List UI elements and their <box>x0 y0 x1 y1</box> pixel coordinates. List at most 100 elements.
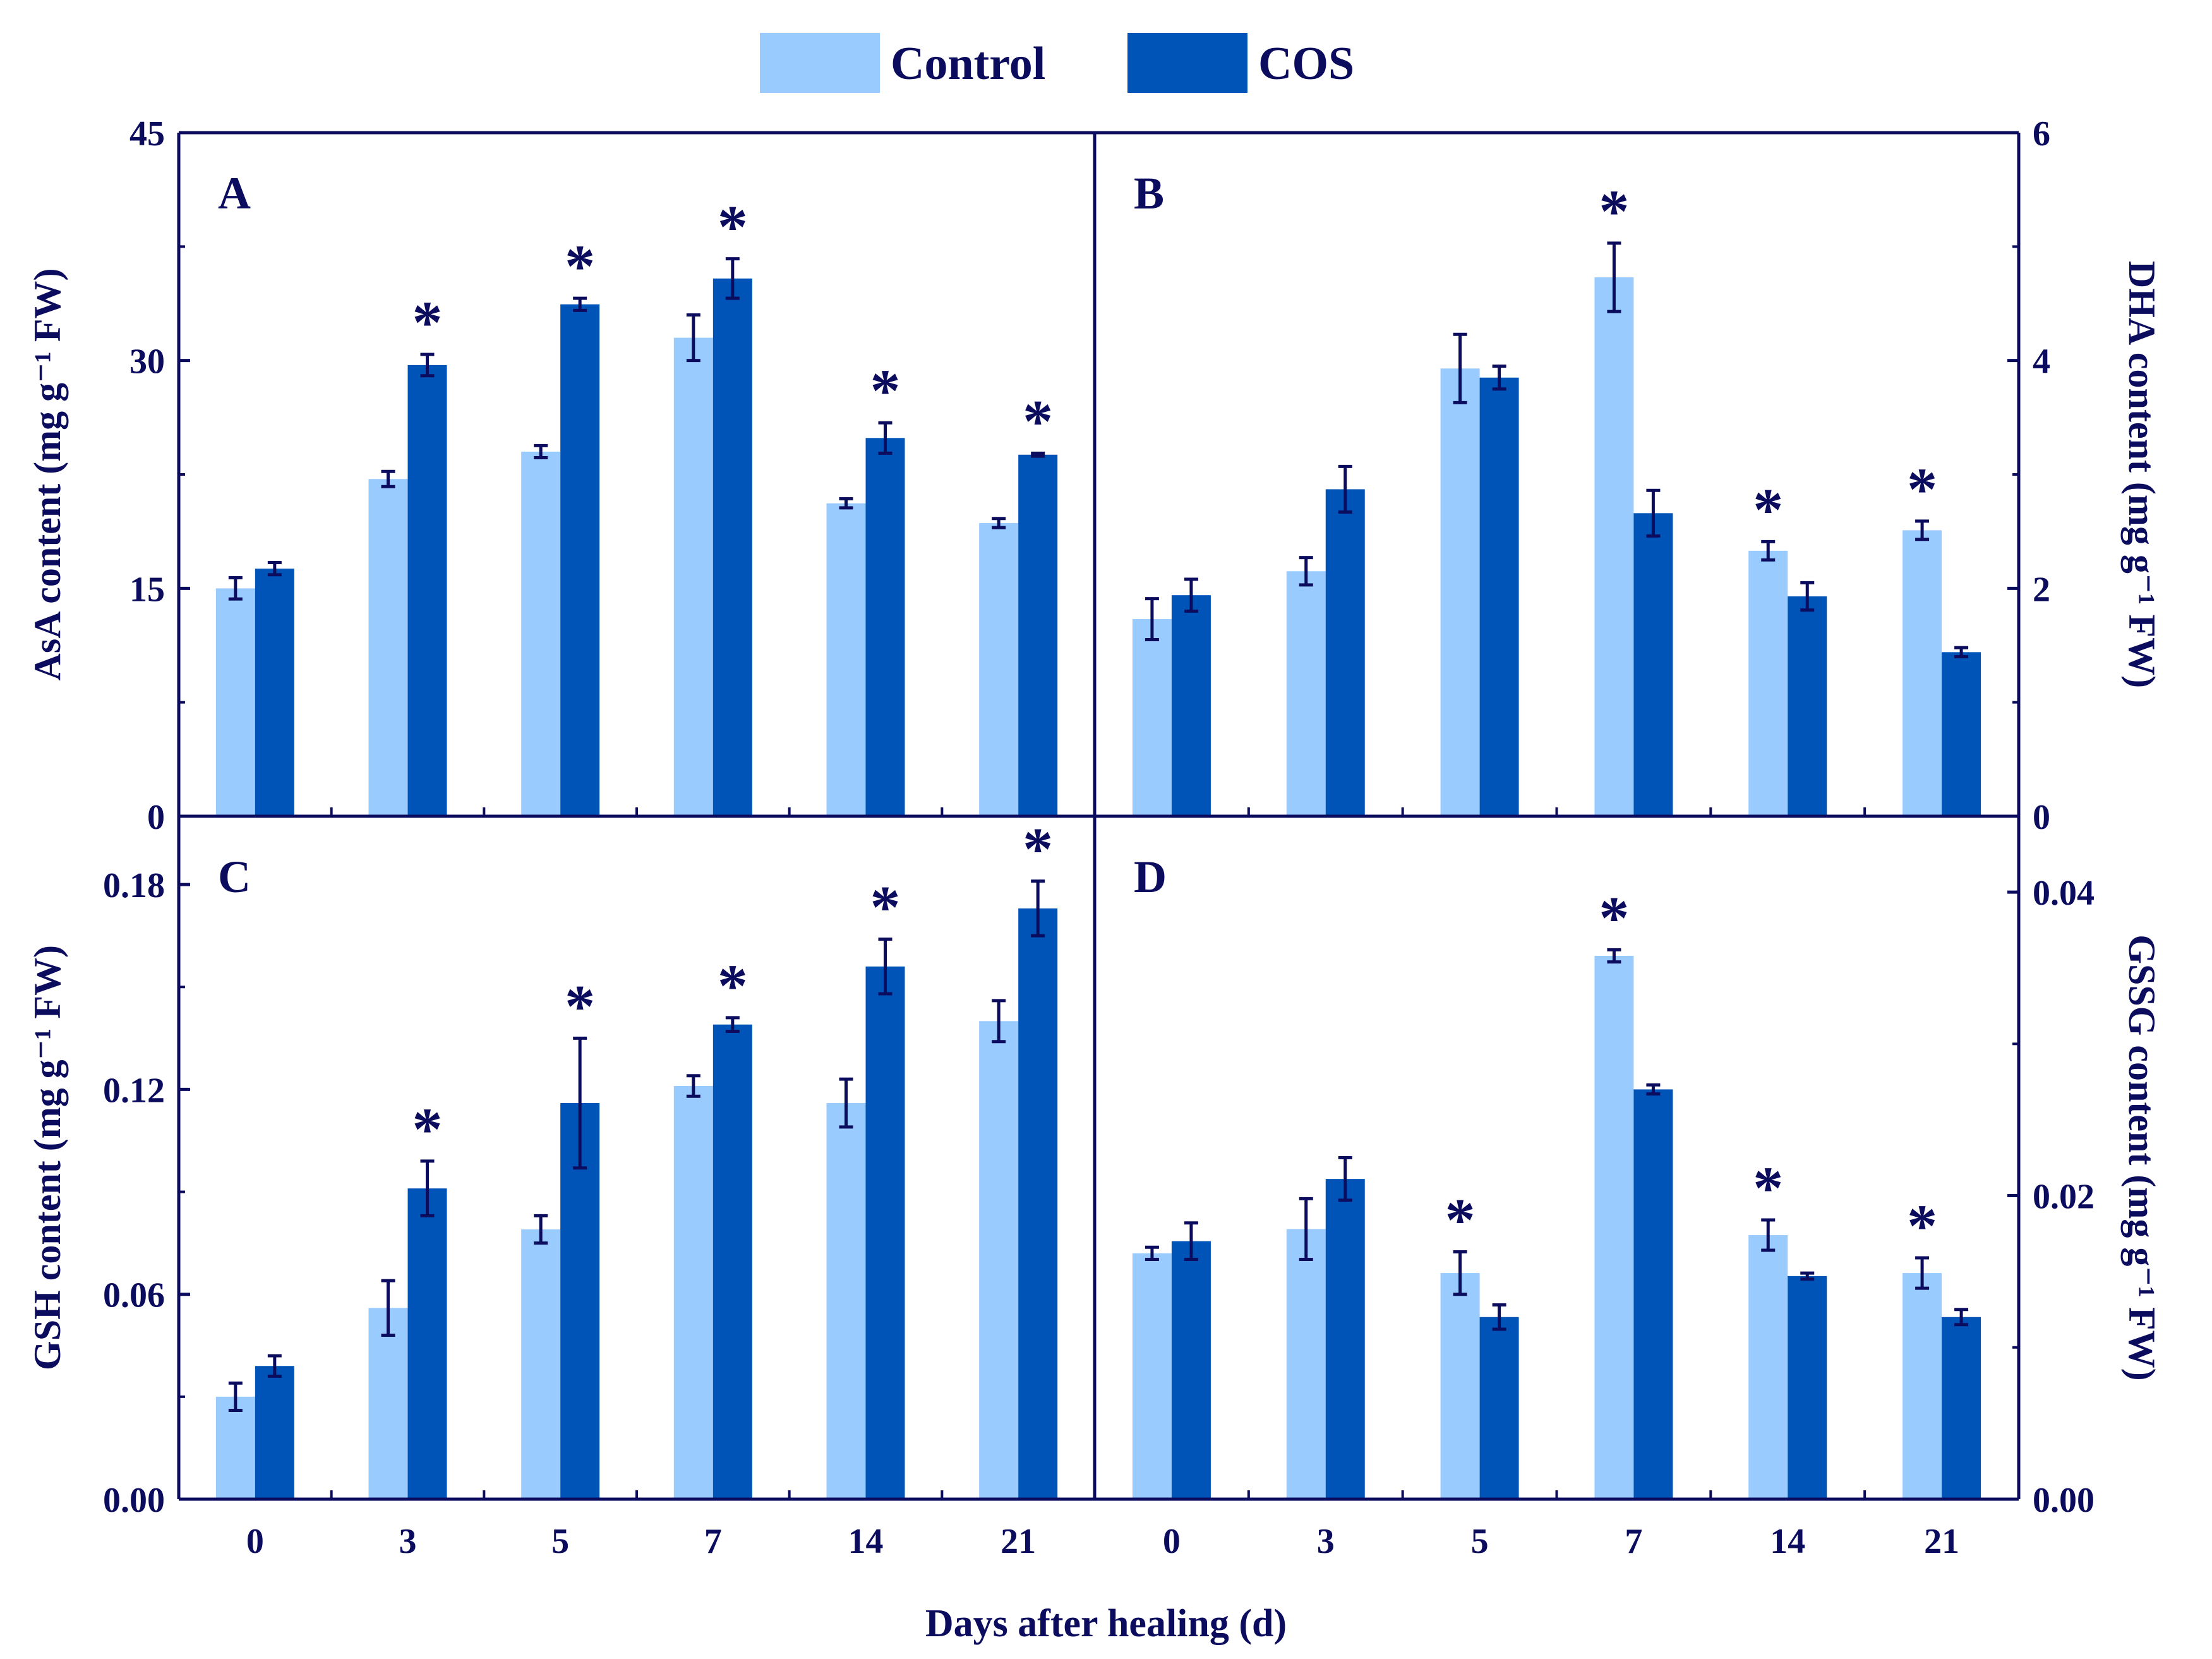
legend-label-cos: COS <box>1258 38 1354 90</box>
bar-cos-c-0 <box>255 1366 294 1499</box>
bar-cos-c-3 <box>407 1188 447 1499</box>
bar-cos-b-7 <box>1633 513 1673 816</box>
y-tick-label: 0.12 <box>103 1071 165 1110</box>
bar-cos-b-14 <box>1788 596 1827 816</box>
y-axis-label: DHA content (mg g⁻¹ FW) <box>2121 261 2163 688</box>
panel-d: D 0.00 0.02 0.04 GSSG content (mg g⁻¹ FW) 0 3 5… <box>1132 852 2163 1561</box>
y-tick-label: 0.18 <box>103 866 165 905</box>
significance-star: * <box>718 952 748 1020</box>
bar-cos-c-14 <box>865 966 905 1499</box>
y-tick-label: 0.04 <box>2033 874 2095 913</box>
significance-star: * <box>565 232 595 300</box>
bar-control-a-5 <box>521 451 561 816</box>
x-tick-label: 0 <box>1163 1522 1181 1561</box>
bar-control-d-14 <box>1748 1235 1788 1499</box>
significance-star: * <box>1753 476 1783 543</box>
panel-a: A 0 15 30 45 AsA content (mg g⁻¹ FW) * * * * * <box>27 114 1058 837</box>
bar-cos-a-3 <box>407 365 447 816</box>
y-tick-label: 2 <box>2033 570 2050 609</box>
bar-control-c-21 <box>979 1021 1019 1499</box>
bar-control-b-5 <box>1440 368 1480 816</box>
bar-cos-d-21 <box>1942 1317 1981 1499</box>
bar-cos-c-21 <box>1018 908 1058 1499</box>
bar-cos-a-14 <box>865 438 905 816</box>
y-tick-label: 15 <box>129 570 165 609</box>
panel-label-b: B <box>1134 168 1164 219</box>
bar-control-a-3 <box>368 479 408 816</box>
y-tick-label: 45 <box>129 114 165 154</box>
bar-control-c-14 <box>826 1103 866 1499</box>
legend-swatch-cos <box>1127 33 1247 93</box>
y-tick-label: 30 <box>129 342 165 382</box>
bar-cos-b-3 <box>1325 489 1365 816</box>
significance-star: * <box>870 357 901 425</box>
bar-cos-a-0 <box>255 569 294 816</box>
significance-star: * <box>718 193 748 261</box>
bar-control-a-0 <box>215 588 255 816</box>
significance-star: * <box>412 1095 443 1163</box>
legend-label-control: Control <box>891 38 1045 90</box>
bar-control-a-7 <box>673 337 713 816</box>
y-tick-label: 0 <box>147 798 165 837</box>
x-tick-label: 3 <box>399 1522 417 1561</box>
panel-c: C 0.00 0.06 0.12 0.18 GSH content (mg g⁻¹ FW)… <box>27 816 1058 1561</box>
bar-cos-d-14 <box>1788 1276 1827 1499</box>
y-tick-label: 0.02 <box>2033 1178 2095 1217</box>
bar-control-b-0 <box>1132 619 1172 816</box>
bar-control-c-0 <box>215 1396 255 1499</box>
y-tick-label: 0.00 <box>103 1481 165 1520</box>
bar-control-d-7 <box>1594 956 1634 1499</box>
significance-star: * <box>565 972 595 1040</box>
bar-cos-d-5 <box>1479 1317 1519 1499</box>
x-tick-label: 14 <box>1770 1522 1805 1561</box>
bar-cos-a-21 <box>1018 454 1058 816</box>
y-axis-label: GSH content (mg g⁻¹ FW) <box>27 945 68 1370</box>
bar-control-d-3 <box>1286 1229 1326 1499</box>
bar-cos-b-0 <box>1171 595 1211 816</box>
bar-control-b-3 <box>1286 571 1326 816</box>
significance-star: * <box>412 289 443 356</box>
plot-frame <box>177 131 2021 1501</box>
bar-cos-d-3 <box>1325 1179 1365 1499</box>
x-axis-label: Days after healing (d) <box>925 1602 1287 1645</box>
bar-control-b-14 <box>1748 550 1788 816</box>
bar-control-d-5 <box>1440 1273 1480 1499</box>
bar-control-b-7 <box>1594 277 1634 817</box>
bar-control-a-21 <box>979 522 1019 816</box>
bar-control-c-7 <box>673 1085 713 1499</box>
bar-cos-a-7 <box>712 278 752 816</box>
bar-cos-d-7 <box>1633 1089 1673 1499</box>
legend-swatch-control <box>760 33 880 93</box>
bar-cos-a-5 <box>560 304 600 816</box>
x-tick-label: 0 <box>246 1522 264 1561</box>
significance-star: * <box>1599 884 1629 951</box>
x-tick-label: 5 <box>551 1522 569 1561</box>
bar-cos-d-0 <box>1171 1241 1211 1499</box>
panel-label-c: C <box>218 852 251 902</box>
x-tick-label: 14 <box>848 1522 884 1561</box>
significance-star: * <box>1023 387 1053 455</box>
y-axis-label: AsA content (mg g⁻¹ FW) <box>27 268 68 681</box>
y-tick-label: 4 <box>2033 342 2050 382</box>
significance-star: * <box>1907 455 1937 523</box>
bar-control-a-14 <box>826 503 866 816</box>
significance-star: * <box>1753 1154 1783 1222</box>
panel-b: B 0 2 4 6 DHA content (mg g⁻¹ FW) * * * <box>1132 114 2163 837</box>
bar-control-b-21 <box>1902 530 1942 816</box>
bar-control-d-21 <box>1902 1273 1942 1499</box>
legend: Control COS <box>760 33 1354 93</box>
x-tick-label: 21 <box>1001 1522 1036 1561</box>
bar-cos-c-7 <box>712 1024 752 1499</box>
bar-control-c-3 <box>368 1308 408 1499</box>
x-tick-label: 7 <box>704 1522 722 1561</box>
bar-cos-b-5 <box>1479 377 1519 816</box>
bar-control-c-5 <box>521 1229 561 1499</box>
x-tick-label: 7 <box>1625 1522 1642 1561</box>
x-tick-label: 21 <box>1924 1522 1959 1561</box>
significance-star: * <box>1907 1192 1937 1260</box>
x-tick-label: 3 <box>1317 1522 1335 1561</box>
significance-star: * <box>870 874 901 941</box>
y-tick-label: 0.00 <box>2033 1481 2095 1520</box>
